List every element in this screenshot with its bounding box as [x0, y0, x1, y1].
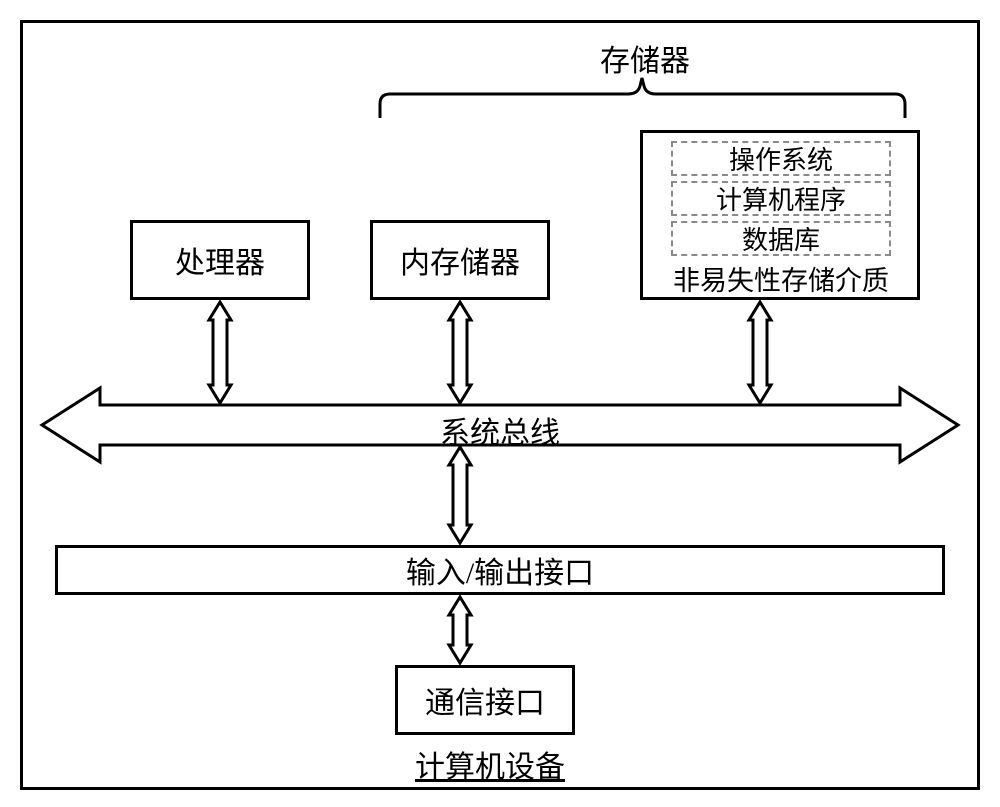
diagram-canvas: 存储器 处理器 内存储器 操作系统 计算机程序 数据库 非易失性存储介质 系统总…: [0, 0, 1000, 807]
arrow-io-comm: [0, 0, 1000, 807]
